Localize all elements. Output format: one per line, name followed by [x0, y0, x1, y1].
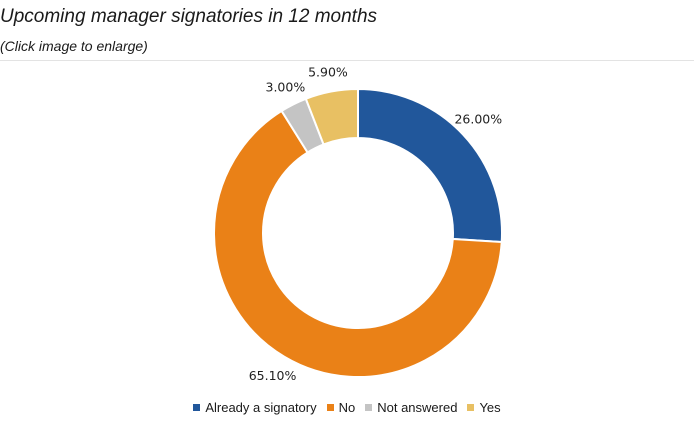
page-title: Upcoming manager signatories in 12 month… — [0, 6, 378, 27]
legend-swatch — [365, 404, 373, 411]
data-label-already-a-signatory: 26.00% — [454, 112, 502, 127]
slice-no[interactable] — [213, 109, 503, 378]
chart-legend: Already a signatory No Not answered Yes — [0, 400, 694, 415]
data-labels: 26.00% 65.10% 3.00%5.90% — [249, 64, 503, 383]
slice-yes[interactable] — [304, 87, 359, 146]
data-label-no: 65.10% — [249, 368, 297, 383]
legend-swatch — [193, 404, 201, 411]
legend-item-not-answered[interactable]: Not answered — [365, 400, 457, 415]
legend-item-yes[interactable]: Yes — [467, 400, 501, 415]
divider — [0, 60, 694, 61]
legend-label: No — [338, 400, 356, 415]
donut-slices — [213, 87, 503, 378]
legend-label: Already a signatory — [205, 400, 317, 415]
enlarge-hint[interactable]: (Click image to enlarge) — [0, 38, 148, 54]
data-label-yes: 5.90% — [308, 64, 348, 79]
legend-item-no[interactable]: No — [326, 400, 356, 415]
legend-label: Yes — [479, 400, 501, 415]
legend-swatch — [326, 404, 334, 411]
legend-swatch — [467, 404, 475, 411]
legend-item-already-a-signatory[interactable]: Already a signatory — [193, 400, 317, 415]
data-label-not-answered: 3.00% — [266, 80, 306, 95]
legend-label: Not answered — [377, 400, 458, 415]
